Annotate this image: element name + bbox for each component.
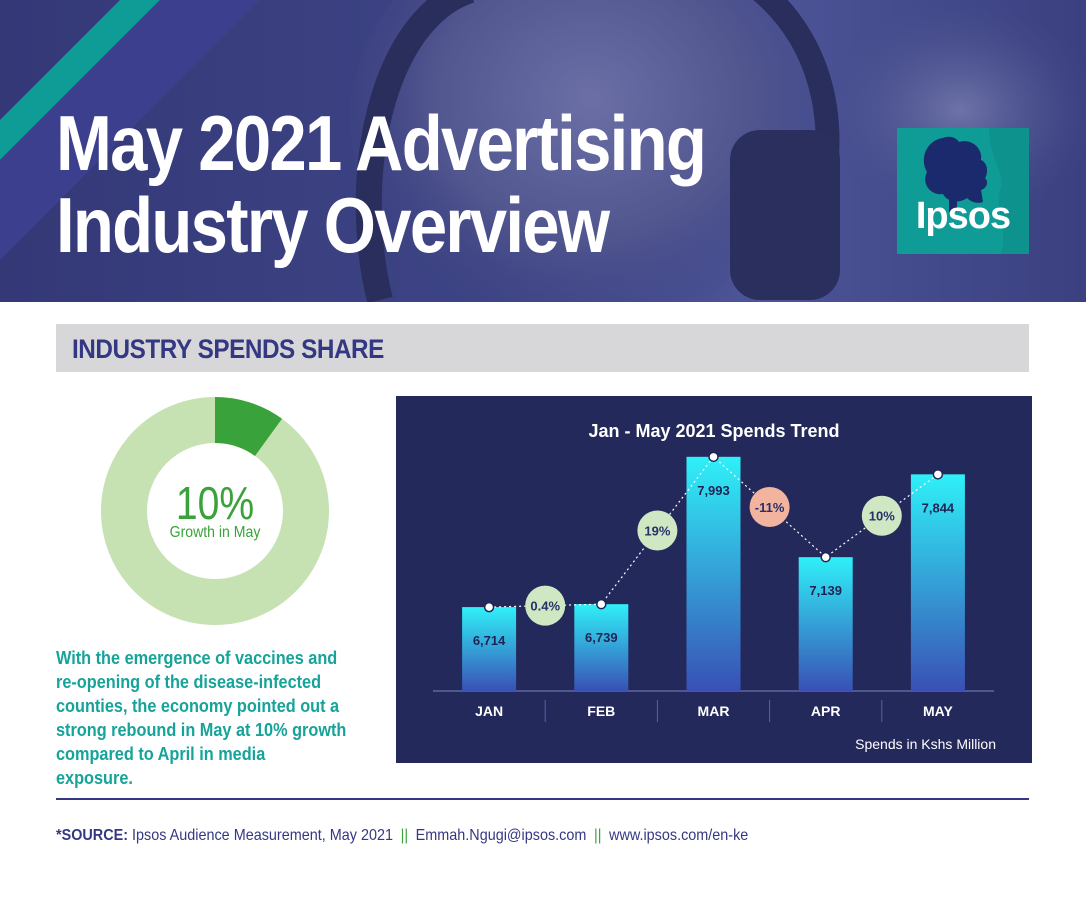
section-title: INDUSTRY SPENDS SHARE <box>72 334 384 364</box>
trend-point <box>820 551 831 563</box>
trend-point <box>932 469 944 480</box>
header-banner: May 2021 Advertising Industry Overview I… <box>0 0 1086 302</box>
bar-may <box>910 474 965 691</box>
trend-point <box>483 601 495 613</box>
website-link[interactable]: www.ipsos.com/en-ke <box>609 827 749 844</box>
source-label: *SOURCE: <box>56 827 129 844</box>
bar-jan <box>462 607 517 691</box>
trend-point <box>596 598 607 610</box>
ipsos-logo: Ipsos <box>897 128 1029 254</box>
change-label: -11% <box>755 500 785 515</box>
bar-value-label: 6,739 <box>585 630 618 645</box>
donut-arc <box>214 397 283 457</box>
change-bubble <box>637 510 678 551</box>
face-shape <box>350 0 830 302</box>
x-tick-label: MAY <box>923 703 953 719</box>
headphone-band <box>355 0 475 302</box>
chart-title: Jan - May 2021 Spends Trend <box>588 421 839 441</box>
title-line-1: May 2021 Advertising <box>56 99 707 187</box>
bar-mar <box>686 456 741 691</box>
source-text: Ipsos Audience Measurement, May 2021 <box>132 827 393 844</box>
chart-panel: Jan - May 2021 Spends Trend 6,714 JAN 6,73… <box>396 396 1032 763</box>
logo-text: Ipsos <box>915 195 1011 237</box>
bar-value-label: 7,993 <box>697 483 730 498</box>
change-bubble <box>525 585 566 626</box>
change-label: 10% <box>869 509 895 524</box>
donut-caption: Growth in May <box>169 524 261 541</box>
separator: || <box>400 827 409 844</box>
title-line-2: Industry Overview <box>56 181 610 269</box>
footer-source: *SOURCE: Ipsos Audience Measurement, May… <box>56 827 748 845</box>
footer-divider <box>56 798 1029 800</box>
donut-value: 10% <box>175 477 255 529</box>
bar-apr <box>798 557 853 691</box>
bar-value-label: 6,714 <box>473 633 506 648</box>
change-label: 0.4% <box>530 599 560 614</box>
change-bubble <box>861 495 902 536</box>
growth-donut <box>101 397 329 625</box>
bar-value-label: 7,139 <box>809 583 842 598</box>
x-tick-label: JAN <box>475 703 503 719</box>
blue-stripe <box>0 0 260 260</box>
spends-trend-chart: Jan - May 2021 Spends Trend 6,714 JAN 6,73… <box>433 421 996 752</box>
bar-value-label: 7,844 <box>922 500 955 515</box>
separator: || <box>593 827 602 844</box>
trend-point <box>708 451 719 463</box>
headphone-cup <box>730 130 840 300</box>
bar-feb <box>574 604 629 691</box>
section-header: INDUSTRY SPENDS SHARE <box>56 324 1029 372</box>
x-tick-label: FEB <box>587 703 615 719</box>
chart-marks: 6,714 JAN 6,739 FEB 7,993 MAR 7,139 APR 7,844 MAY… <box>462 451 965 722</box>
change-bubble <box>749 486 790 527</box>
chart-note: Spends in Kshs Million <box>855 736 996 752</box>
x-tick-label: APR <box>811 703 841 719</box>
page-title: May 2021 Advertising Industry Overview <box>56 99 707 269</box>
tree-head-icon <box>923 128 1029 254</box>
change-label: 19% <box>644 523 670 538</box>
contact-email[interactable]: Emmah.Ngugi@ipsos.com <box>415 827 587 844</box>
summary-text: With the emergence of vaccines and re-op… <box>56 647 347 788</box>
x-tick-label: MAR <box>698 703 730 719</box>
